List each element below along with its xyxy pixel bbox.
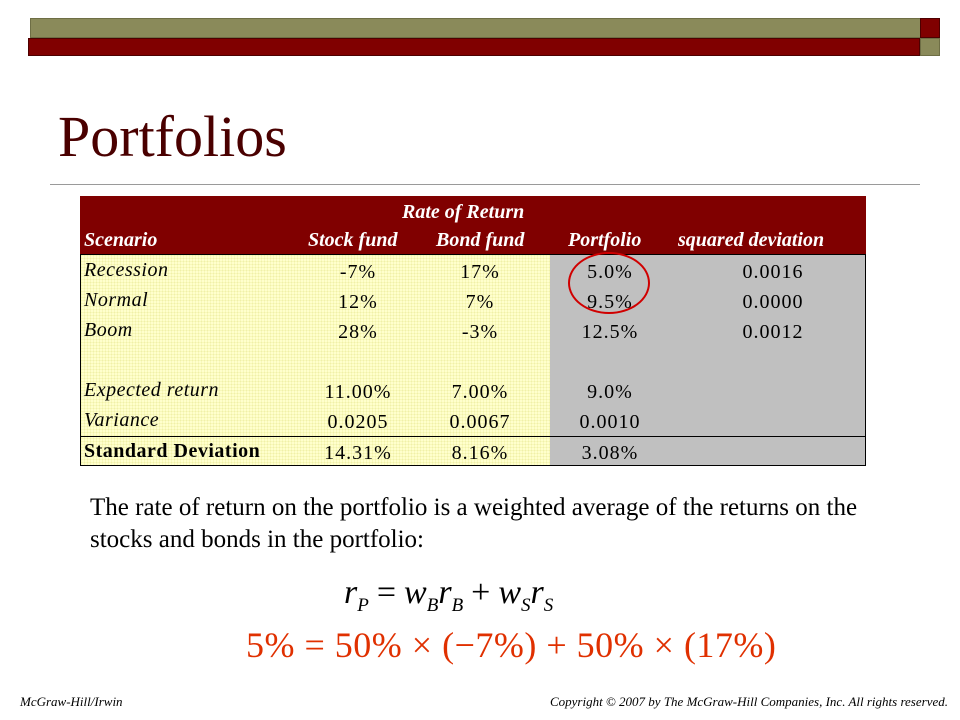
cell-stdev-stock: 14.31%: [324, 442, 392, 464]
table-input-area: [80, 254, 550, 466]
cell-normal-bond: 7%: [465, 291, 495, 313]
cell-stdev-bond: 8.16%: [451, 442, 509, 464]
corner-block-olive: [920, 38, 940, 56]
formula-lhs-sub: P: [357, 594, 369, 616]
cell-variance-bond: 0.0067: [449, 411, 511, 433]
corner-block-maroon: [920, 18, 940, 38]
cell-expected-portfolio: 9.0%: [587, 381, 633, 403]
row-label-boom: Boom: [84, 319, 133, 341]
row-label-recession: Recession: [84, 259, 169, 281]
top-bar-olive: [30, 18, 940, 38]
formula-r-bond-sub: B: [451, 594, 464, 616]
cell-variance-stock: 0.0205: [327, 411, 389, 433]
formula-w-bond: w: [404, 574, 427, 611]
formula-plus: +: [471, 574, 491, 611]
rule-bottom: [80, 465, 866, 466]
formula-lhs: r: [344, 574, 358, 611]
footer-publisher: McGraw-Hill/Irwin: [20, 694, 123, 709]
row-label-normal: Normal: [84, 289, 149, 311]
header-scenario: Scenario: [84, 229, 158, 251]
header-squared-deviation: squared deviation: [678, 229, 825, 251]
cell-variance-portfolio: 0.0010: [579, 411, 641, 433]
worked-example: 5% = 50% × (−7%) + 50% × (17%): [246, 625, 777, 665]
cell-boom-stock: 28%: [338, 321, 378, 343]
header-portfolio: Portfolio: [568, 229, 642, 251]
cell-normal-sqdev: 0.0000: [742, 291, 804, 313]
cell-normal-stock: 12%: [338, 291, 378, 313]
formula-w-stock-sub: S: [521, 594, 531, 616]
explanation-text: The rate of return on the portfolio is a…: [90, 494, 858, 553]
slide-title: Portfolios: [58, 104, 287, 169]
group-header: Rate of Return: [402, 201, 525, 223]
row-label-expected-return: Expected return: [84, 379, 220, 401]
rule-left: [80, 254, 81, 466]
cell-recession-stock: -7%: [339, 261, 377, 283]
highlight-circle: [568, 252, 650, 314]
formula-r-bond: r: [438, 574, 452, 611]
formula-r-stock: r: [530, 574, 544, 611]
cell-expected-bond: 7.00%: [451, 381, 509, 403]
cell-expected-stock: 11.00%: [324, 381, 392, 403]
row-label-variance: Variance: [84, 409, 160, 431]
returns-table: Rate of Return Scenario Stock fund Bond …: [80, 196, 866, 466]
cell-boom-portfolio: 12.5%: [581, 321, 639, 343]
rule-top: [80, 254, 866, 255]
cell-stdev-portfolio: 3.08%: [581, 442, 639, 464]
title-divider: [50, 184, 920, 185]
formula-r-stock-sub: S: [543, 594, 554, 616]
cell-recession-sqdev: 0.0016: [742, 261, 804, 283]
cell-recession-bond: 17%: [460, 261, 500, 283]
formula-w-stock: w: [498, 574, 522, 611]
formula-w-bond-sub: B: [426, 594, 439, 616]
weighted-return-formula: rP = wBrB + wSrS: [344, 574, 553, 617]
rule-right: [865, 254, 866, 466]
cell-boom-bond: -3%: [461, 321, 499, 343]
cell-boom-sqdev: 0.0012: [742, 321, 804, 343]
rule-stdev: [80, 436, 866, 437]
footer-copyright: Copyright © 2007 by The McGraw-Hill Comp…: [549, 694, 948, 709]
row-label-standard-deviation: Standard Deviation: [84, 440, 261, 462]
top-bar-maroon: [28, 38, 920, 56]
header-bond-fund: Bond fund: [436, 229, 525, 251]
header-stock-fund: Stock fund: [308, 229, 398, 251]
formula-equals: =: [376, 574, 397, 611]
table-header-band: [80, 196, 866, 254]
